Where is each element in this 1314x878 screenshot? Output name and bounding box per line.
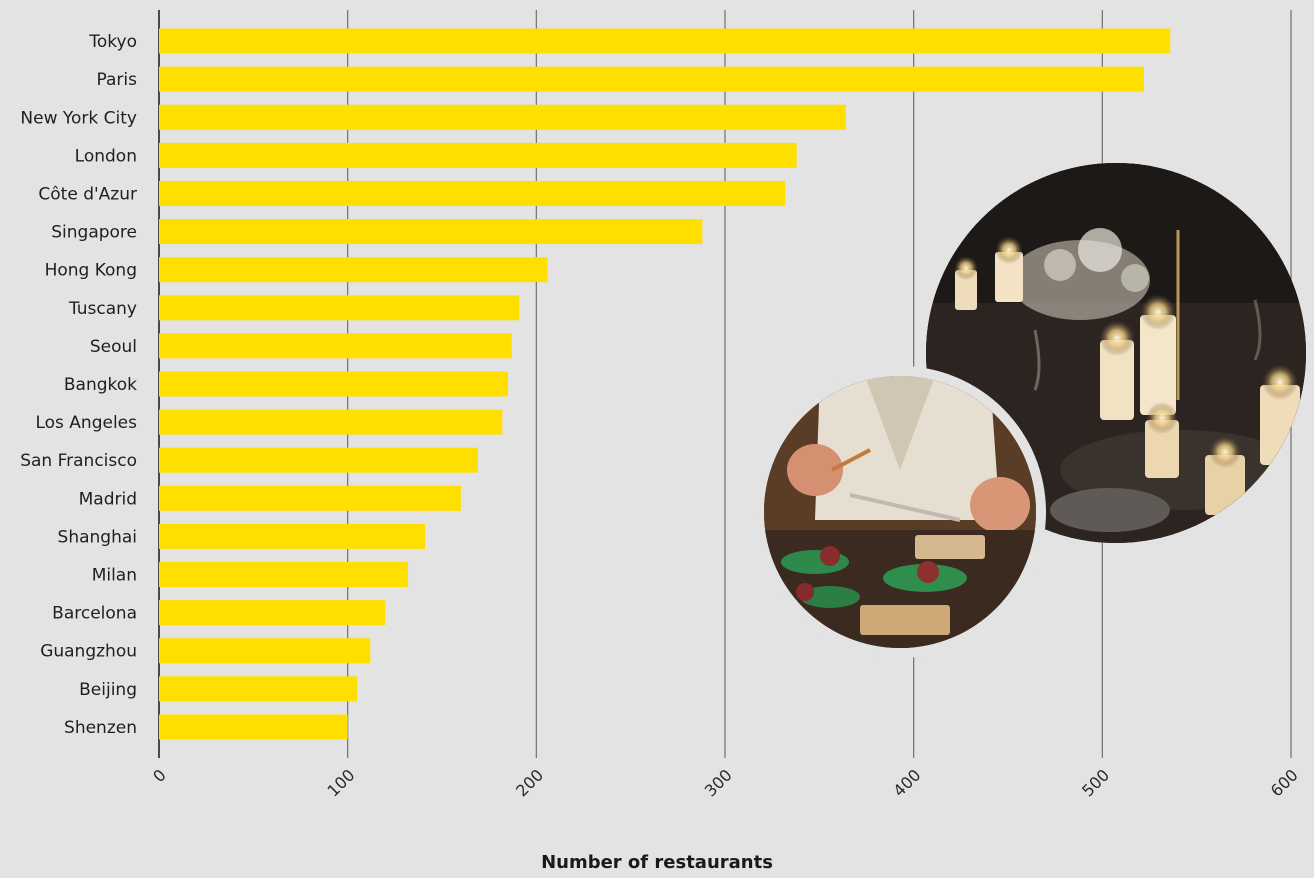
bar-new-york-city — [159, 104, 846, 130]
category-label: Guangzhou — [40, 642, 137, 662]
category-label: Bangkok — [64, 375, 137, 395]
category-label: Beijing — [79, 680, 137, 700]
category-label: Barcelona — [52, 604, 137, 624]
category-label: Shanghai — [58, 527, 137, 547]
category-label: Paris — [97, 70, 138, 90]
category-label: London — [75, 146, 137, 166]
category-label: Los Angeles — [35, 413, 137, 433]
category-label: Singapore — [51, 223, 137, 243]
category-label: San Francisco — [20, 451, 137, 471]
bar-paris — [159, 66, 1144, 92]
bar-barcelona — [159, 600, 386, 626]
x-tick-label: 200 — [512, 765, 547, 800]
category-label: Tokyo — [88, 32, 137, 52]
bar-milan — [159, 562, 409, 588]
category-labels: Tokyo Paris New York City London Côte d'Azur… — [20, 32, 137, 738]
x-tick-label: 0 — [149, 765, 170, 786]
bar-hong-kong — [159, 257, 548, 283]
x-axis-title: Number of restaurants — [541, 852, 773, 873]
bar-madrid — [159, 485, 461, 511]
category-label: Hong Kong — [45, 261, 137, 281]
x-tick-label: 400 — [889, 765, 924, 800]
x-tick-labels: 0 100 200 300 400 500 600 — [149, 765, 1302, 800]
bar-c-te-d-azur — [159, 180, 786, 206]
bar-singapore — [159, 219, 703, 245]
category-label: New York City — [20, 108, 137, 128]
bar-bangkok — [159, 371, 509, 397]
category-label: Shenzen — [64, 718, 137, 738]
bar-shanghai — [159, 523, 426, 549]
bar-london — [159, 142, 797, 168]
bars — [159, 28, 1171, 740]
bar-tuscany — [159, 295, 520, 321]
chef-preparing-sushi-photo — [754, 366, 1046, 658]
x-tick-label: 600 — [1267, 765, 1302, 800]
x-tick-label: 300 — [701, 765, 736, 800]
category-label: Côte d'Azur — [38, 184, 137, 204]
x-tick-label: 500 — [1078, 765, 1113, 800]
bar-shenzen — [159, 714, 348, 740]
bar-san-francisco — [159, 447, 478, 473]
bar-los-angeles — [159, 409, 503, 435]
category-label: Tuscany — [68, 299, 137, 319]
category-label: Madrid — [79, 489, 137, 509]
bar-guangzhou — [159, 638, 371, 664]
category-label: Seoul — [90, 337, 137, 357]
bar-beijing — [159, 676, 358, 702]
category-label: Milan — [92, 566, 137, 586]
bar-seoul — [159, 333, 512, 359]
photo-collage — [754, 163, 1306, 658]
bar-tokyo — [159, 28, 1171, 54]
x-tick-label: 100 — [323, 765, 358, 800]
